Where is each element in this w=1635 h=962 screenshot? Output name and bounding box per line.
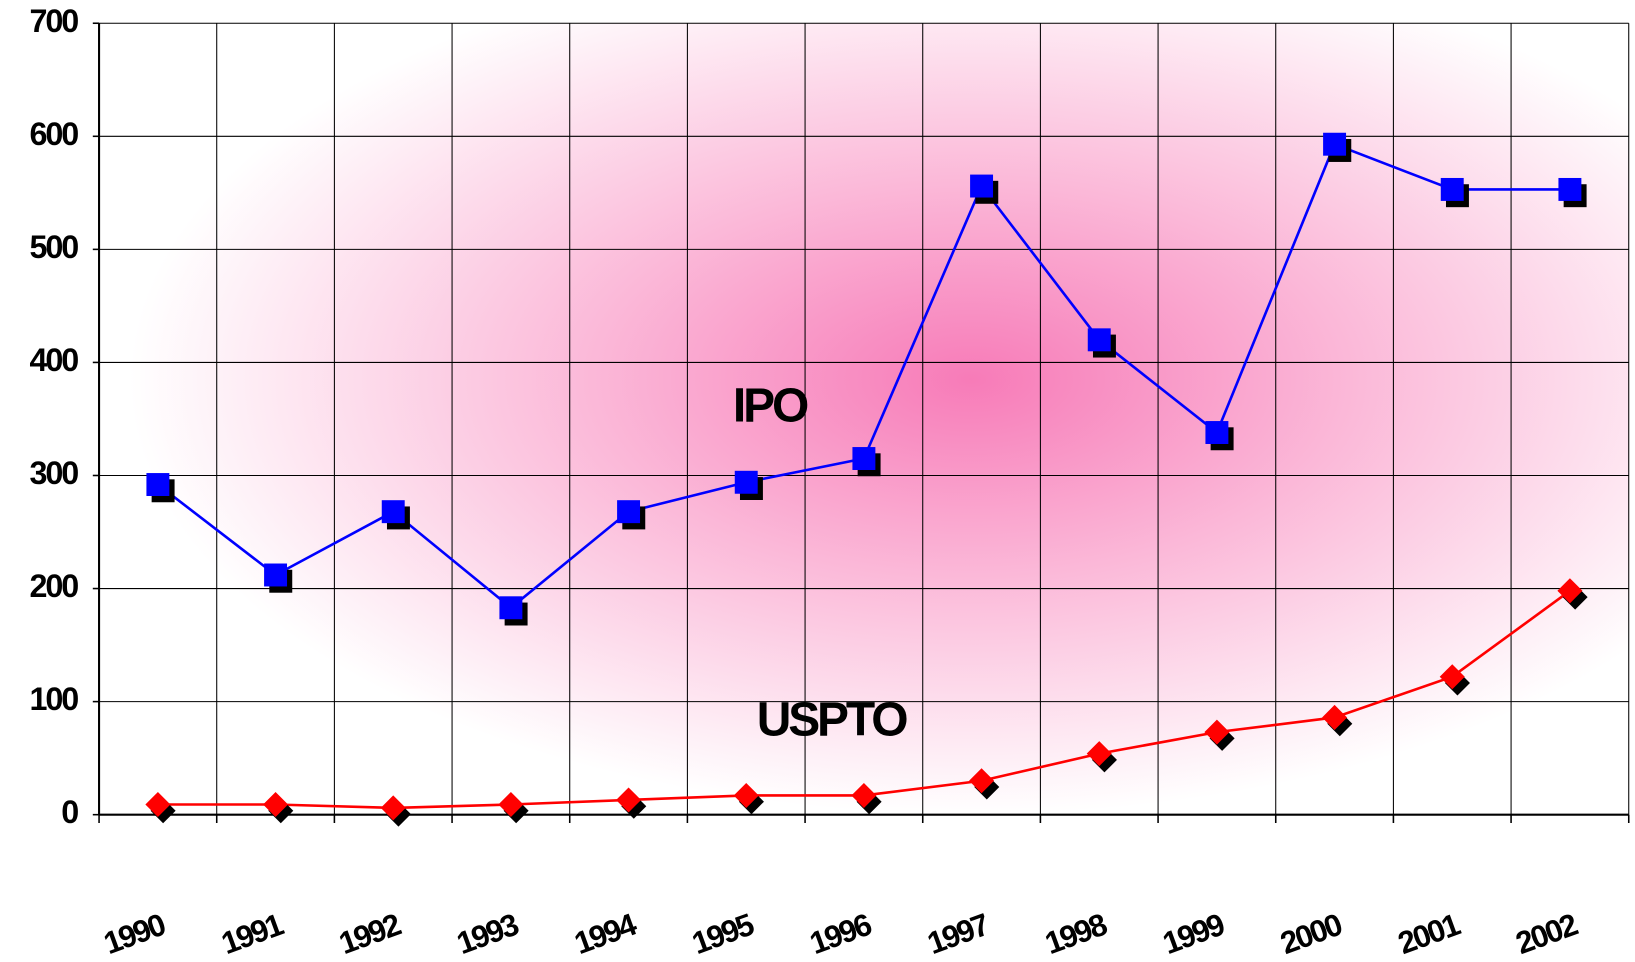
marker <box>380 795 406 821</box>
marker <box>499 596 523 620</box>
marker <box>381 500 405 524</box>
series-label: IPO <box>733 380 808 433</box>
marker <box>1440 177 1464 201</box>
x-tick-label: 1997 <box>923 907 994 961</box>
marker <box>1087 328 1111 352</box>
marker <box>734 470 758 494</box>
y-tick-label: 0 <box>61 794 78 830</box>
marker <box>1323 132 1347 156</box>
x-tick-label: 1994 <box>570 906 642 961</box>
y-tick-label: 300 <box>30 455 79 491</box>
x-tick-label: 2001 <box>1393 907 1464 961</box>
x-tick-label: 1991 <box>217 907 288 961</box>
x-tick-label: 1993 <box>452 907 523 961</box>
marker <box>1086 741 1112 767</box>
marker <box>852 447 876 470</box>
x-tick-label: 1998 <box>1040 907 1111 961</box>
y-tick-label: 600 <box>30 116 79 152</box>
x-tick-label: 1999 <box>1158 907 1229 961</box>
marker <box>145 791 171 818</box>
marker <box>851 782 877 808</box>
y-tick-label: 400 <box>30 342 79 378</box>
series-label: USPTO <box>757 694 908 747</box>
plot-background <box>99 23 1629 815</box>
marker <box>617 500 641 524</box>
marker <box>146 473 170 497</box>
x-tick-label: 2002 <box>1511 907 1582 961</box>
marker <box>264 563 288 587</box>
y-tick-label: 100 <box>30 681 79 717</box>
marker <box>1558 177 1582 201</box>
x-tick-label: 1992 <box>334 907 405 961</box>
marker <box>970 174 994 198</box>
y-tick-label: 200 <box>30 568 79 604</box>
marker <box>616 787 642 813</box>
y-tick-label: 500 <box>30 229 79 265</box>
marker <box>263 791 289 818</box>
y-tick-label: 700 <box>30 3 79 39</box>
x-tick-label: 1995 <box>687 907 758 961</box>
x-tick-label: 1996 <box>805 907 876 961</box>
x-tick-label: 2000 <box>1276 907 1347 961</box>
x-tick-label: 1990 <box>99 907 170 961</box>
marker <box>1205 421 1229 444</box>
